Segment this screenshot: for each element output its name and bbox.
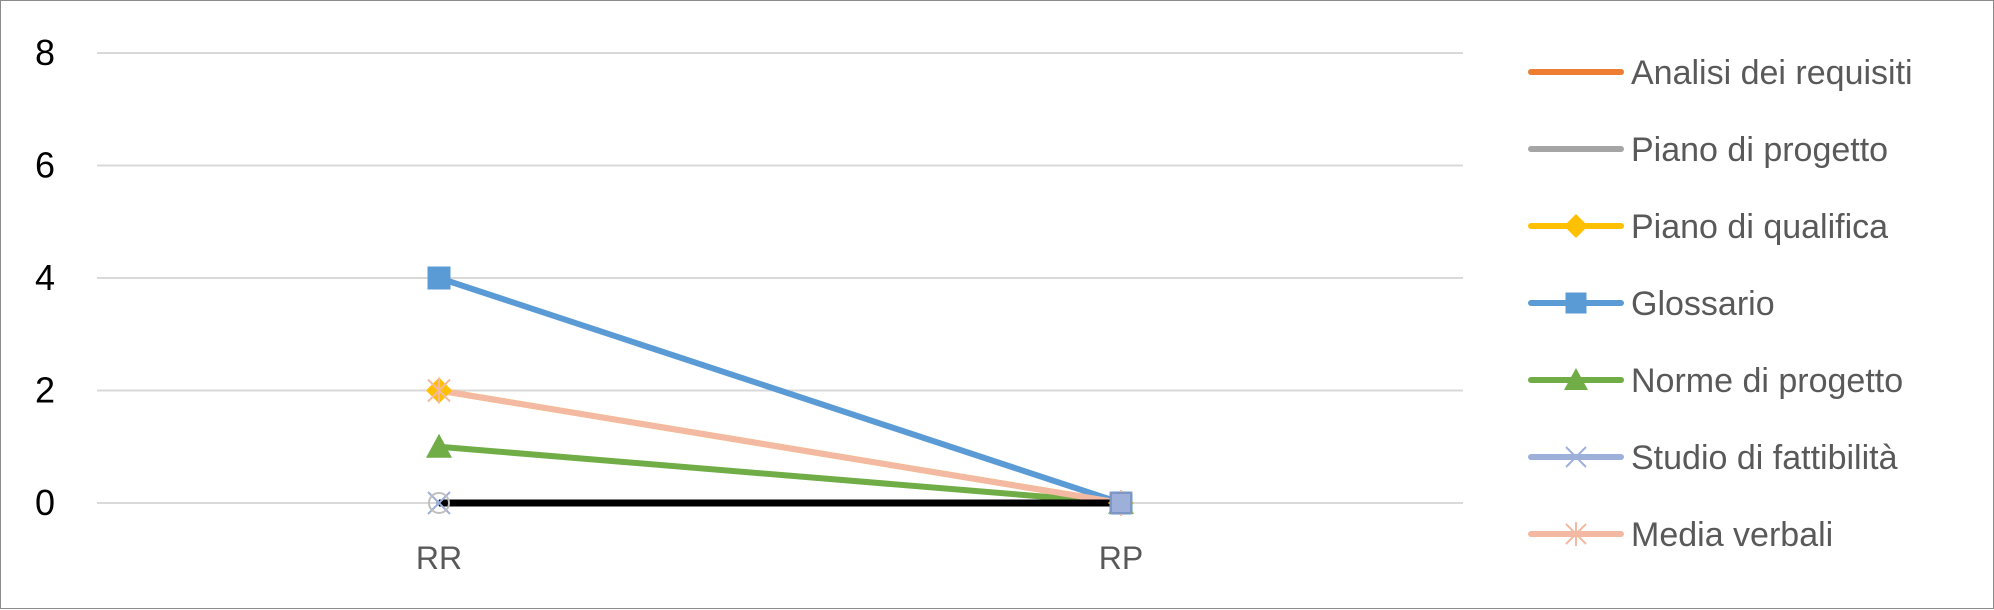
- y-tick-label: 8: [35, 32, 55, 73]
- legend: Analisi dei requisiti Piano di progetto Pi…: [1528, 54, 1913, 554]
- legend-item: Media verbali: [1528, 516, 1833, 554]
- legend-label: Piano di progetto: [1631, 131, 1888, 169]
- legend-item: Analisi dei requisiti: [1528, 54, 1913, 92]
- legend-marker: [1565, 446, 1587, 468]
- data-point: [428, 492, 450, 514]
- legend-item: Studio di fattibilità: [1528, 439, 1898, 477]
- legend-marker: [1564, 368, 1588, 390]
- series-lines: [436, 275, 1124, 507]
- legend-label: Media verbali: [1631, 516, 1833, 554]
- y-tick-label: 6: [35, 145, 55, 186]
- legend-marker: [1565, 292, 1587, 314]
- legend-label: Norme di progetto: [1631, 362, 1903, 400]
- gridlines: [97, 52, 1463, 504]
- y-tick-label: 2: [35, 370, 55, 411]
- x-axis-ticks: RR RP: [416, 540, 1143, 576]
- legend-label: Piano di qualifica: [1631, 208, 1888, 246]
- data-point: [427, 266, 451, 290]
- x-tick-label: RR: [416, 540, 462, 576]
- series-markers: [426, 266, 1134, 516]
- data-point: [426, 433, 452, 458]
- legend-item: Norme di progetto: [1528, 362, 1903, 400]
- y-tick-label: 4: [35, 257, 55, 298]
- legend-item: Glossario: [1528, 285, 1775, 323]
- legend-marker: [1564, 214, 1588, 238]
- legend-label: Studio di fattibilità: [1631, 439, 1898, 477]
- y-axis-ticks: 0 2 4 6 8: [35, 32, 55, 523]
- data-point: [1110, 492, 1132, 514]
- legend-item: Piano di qualifica: [1528, 208, 1888, 246]
- legend-label: Analisi dei requisiti: [1631, 54, 1913, 92]
- data-point: [427, 377, 451, 404]
- legend-marker: [1565, 522, 1587, 546]
- series-line-4: [436, 443, 1124, 506]
- series-line-6: [436, 387, 1124, 506]
- x-tick-label: RP: [1099, 540, 1143, 576]
- legend-item: Piano di progetto: [1528, 131, 1888, 169]
- y-tick-label: 0: [35, 482, 55, 523]
- legend-label: Glossario: [1631, 285, 1775, 323]
- series-line-3: [436, 275, 1124, 506]
